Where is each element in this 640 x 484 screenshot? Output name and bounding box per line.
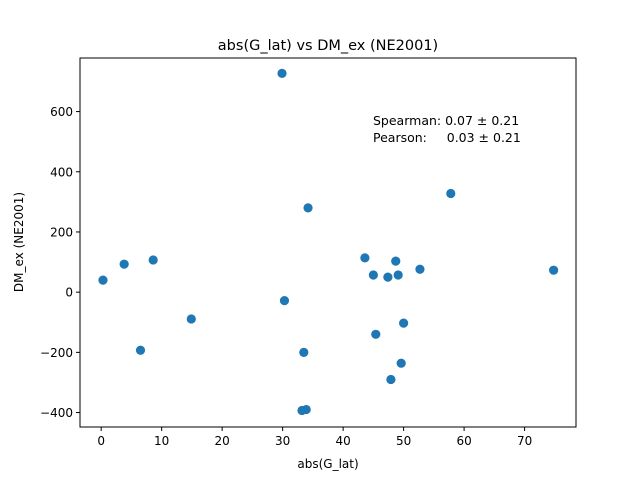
data-point (277, 68, 287, 78)
points-layer (98, 68, 559, 416)
data-point (148, 255, 158, 265)
chart-title: abs(G_lat) vs DM_ex (NE2001) (218, 38, 438, 54)
x-axis-ticks: 0 10 20 30 40 50 60 70 (97, 427, 532, 448)
data-point (371, 329, 381, 339)
x-tick-label: 40 (335, 434, 350, 448)
spearman-annotation: Spearman: 0.07 ± 0.21 (373, 113, 519, 128)
x-axis-label: abs(G_lat) (297, 457, 358, 471)
data-point (386, 374, 396, 385)
y-tick-label: 0 (65, 286, 73, 300)
y-axis-label: DM_ex (NE2001) (12, 192, 26, 292)
data-point (396, 358, 406, 368)
data-point (399, 318, 409, 328)
x-tick-label: 50 (396, 434, 411, 448)
data-point (299, 347, 309, 357)
x-tick-label: 60 (456, 434, 471, 448)
data-point (301, 404, 311, 415)
data-point (383, 272, 393, 282)
x-tick-label: 0 (97, 434, 105, 448)
x-tick-label: 30 (275, 434, 290, 448)
plot-frame (79, 57, 577, 428)
data-point (186, 314, 196, 324)
data-point (360, 253, 370, 263)
data-point (135, 345, 146, 355)
data-point (98, 275, 108, 285)
data-point (391, 256, 401, 266)
y-axis-ticks: −400 −200 0 200 400 600 (40, 105, 80, 420)
y-tick-label: 200 (50, 225, 73, 239)
data-point (393, 270, 403, 280)
data-point (415, 264, 425, 274)
data-point (119, 259, 129, 269)
x-tick-label: 10 (154, 434, 169, 448)
x-tick-label: 70 (517, 434, 532, 448)
data-point (368, 270, 378, 280)
data-point (279, 295, 290, 306)
y-tick-label: −400 (40, 406, 73, 420)
data-point (303, 203, 313, 213)
y-tick-label: 600 (50, 105, 73, 119)
pearson-annotation: Pearson: 0.03 ± 0.21 (373, 130, 521, 145)
data-point (549, 265, 559, 275)
y-tick-label: −200 (40, 346, 73, 360)
data-point (446, 188, 456, 199)
y-tick-label: 400 (50, 165, 73, 179)
x-tick-label: 20 (215, 434, 230, 448)
